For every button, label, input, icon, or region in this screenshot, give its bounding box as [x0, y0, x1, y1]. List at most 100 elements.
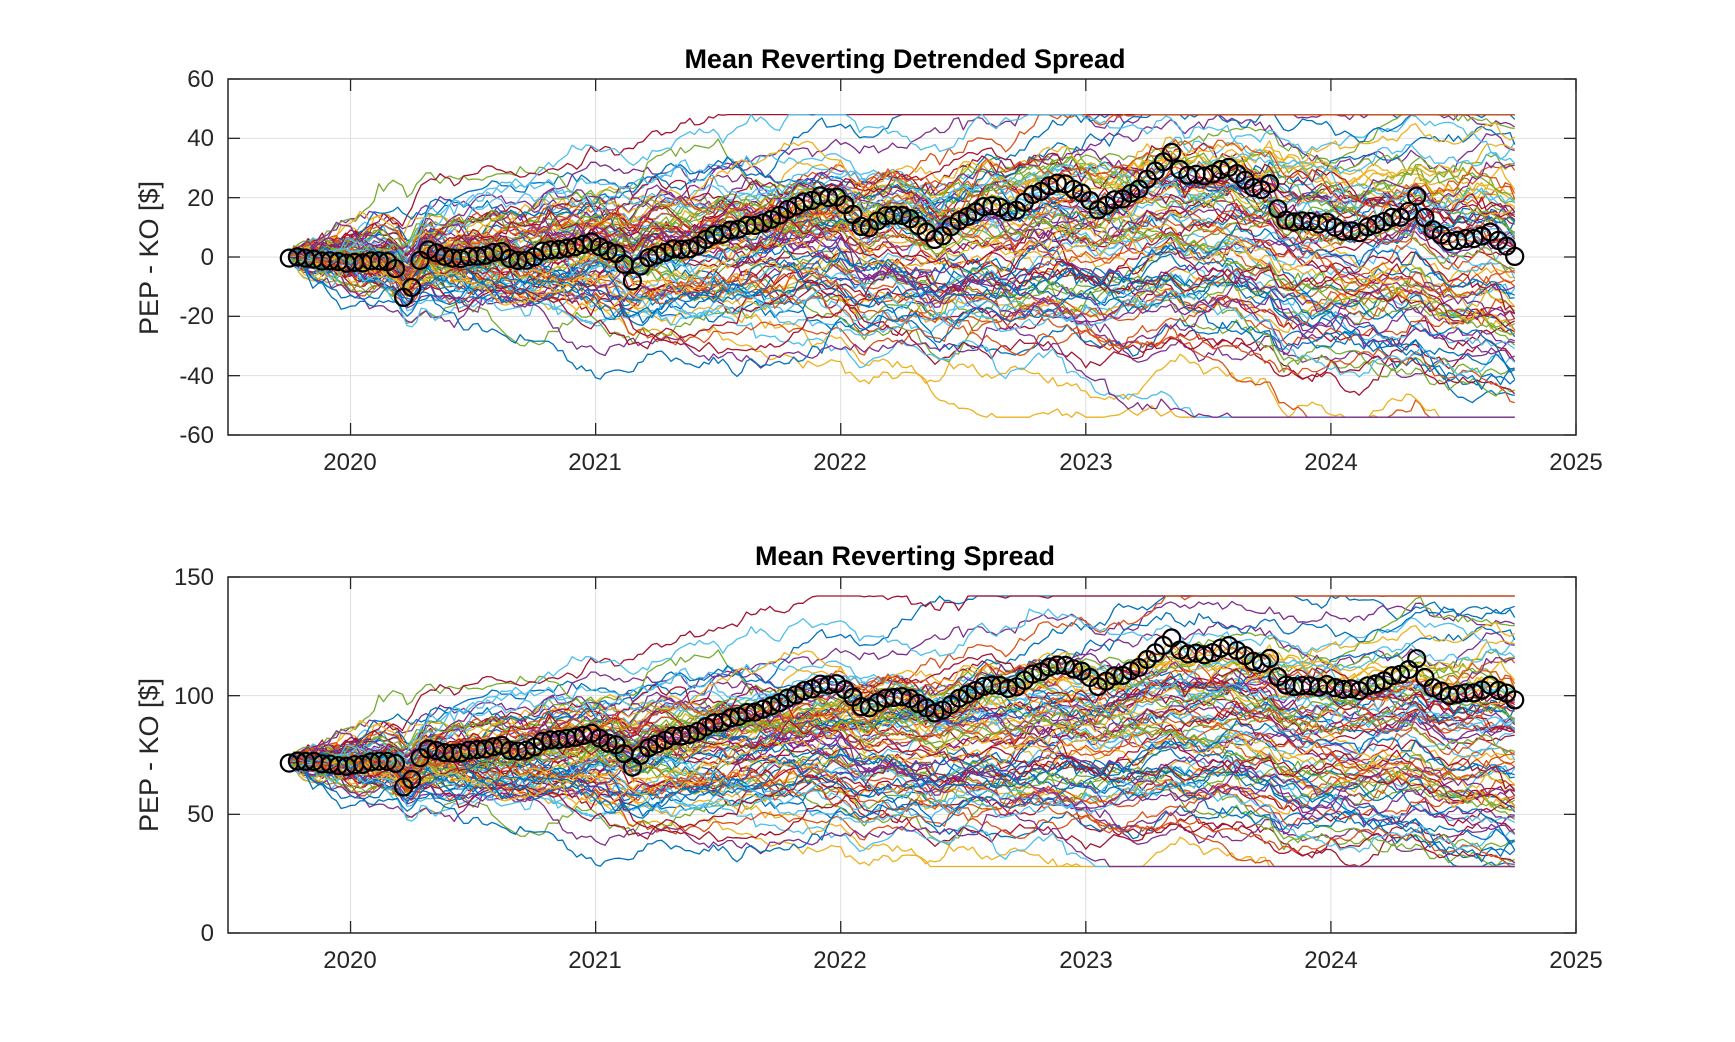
tick-marks	[228, 576, 1577, 934]
observed-point	[794, 681, 814, 701]
simulated-path	[289, 702, 1516, 808]
y-tick-label: 50	[187, 801, 214, 828]
observed-point	[745, 702, 765, 722]
observed-point	[818, 188, 839, 208]
simulated-path	[289, 605, 1515, 768]
simulated-path	[289, 761, 1516, 867]
observed-point	[418, 240, 438, 260]
axes-frame	[227, 576, 1577, 934]
x-tick-labels: 2020 2021 2022 2023 2024 2025	[323, 449, 1602, 476]
simulated-path	[289, 701, 1515, 766]
observed-point	[516, 740, 536, 760]
observed-point	[516, 250, 536, 270]
chart-title: Mean Reverting Detrended Spread	[684, 44, 1125, 74]
x-tick-labels: 2020 2021 2022 2023 2024 2025	[323, 947, 1602, 974]
y-tick-labels: 150 100 50 0	[174, 564, 214, 947]
observed-point	[1464, 683, 1484, 703]
observed-point	[1505, 246, 1525, 266]
tick-marks	[228, 78, 1577, 436]
simulated-path	[289, 728, 1515, 840]
simulated-path	[288, 138, 1515, 258]
observed-point	[892, 205, 912, 226]
simulated-path	[289, 738, 1516, 821]
simulated-path	[289, 234, 1516, 378]
x-tick-label: 2022	[813, 947, 866, 974]
simulated-path	[289, 244, 1516, 346]
observed-point	[925, 703, 945, 723]
simulated-path	[288, 745, 1515, 868]
simulated-path	[289, 113, 1515, 264]
observed-point	[1382, 666, 1402, 686]
simulated-path	[288, 224, 1515, 318]
chart-title: Mean Reverting Spread	[755, 541, 1055, 571]
simulated-path	[288, 239, 1515, 404]
observed-point	[745, 215, 765, 236]
y-tick-labels: 60 40 20 0 -20 -40 -60	[179, 66, 214, 449]
observed-point	[1055, 655, 1076, 675]
observed-point	[598, 241, 618, 261]
simulated-path	[288, 144, 1516, 271]
observed-point	[1104, 190, 1125, 210]
simulated-path	[288, 719, 1515, 811]
observed-point	[402, 277, 422, 298]
subplot-detrended: Mean Reverting Detrended Spread PEP - KO…	[134, 44, 1603, 476]
observed-point	[1407, 186, 1427, 206]
observed-point	[369, 251, 389, 271]
observed-point	[1382, 207, 1402, 227]
simulated-path	[289, 241, 1515, 370]
observed-point	[1366, 674, 1386, 694]
observed-point	[892, 687, 912, 707]
simulated-path	[288, 673, 1516, 767]
observed-point	[647, 245, 667, 265]
observed-point	[1464, 229, 1484, 249]
simulated-path	[288, 166, 1515, 270]
x-tick-label: 2024	[1304, 449, 1357, 476]
observed-point	[753, 699, 773, 719]
simulated-path	[289, 256, 1516, 380]
observed-point	[1047, 173, 1067, 193]
simulated-path	[289, 113, 1516, 262]
observed-point	[1063, 659, 1084, 679]
simulated-path	[288, 234, 1515, 397]
observed-point	[1398, 201, 1419, 221]
simulated-path	[289, 148, 1515, 259]
simulated-path	[289, 699, 1516, 783]
observed-point	[385, 753, 406, 774]
y-tick-label: -40	[179, 363, 214, 390]
observed-point	[998, 678, 1018, 699]
y-tick-label: 40	[187, 125, 214, 152]
observed-point	[377, 751, 397, 771]
observed-point	[1161, 142, 1182, 162]
observed-point	[777, 199, 798, 219]
simulated-path	[289, 196, 1515, 280]
simulated-paths	[288, 595, 1516, 868]
observed-point	[1023, 184, 1043, 205]
x-tick-label: 2020	[323, 449, 376, 476]
y-axis-label: PEP - KO [$]	[134, 181, 164, 335]
simulated-path	[288, 737, 1516, 864]
observed-point	[1488, 680, 1509, 701]
observed-markers	[279, 142, 1525, 307]
observed-point	[483, 242, 504, 263]
observed-point	[1423, 678, 1443, 698]
observed-point	[761, 696, 781, 716]
observed-point	[1259, 174, 1280, 194]
simulated-path	[288, 694, 1516, 787]
observed-point	[598, 733, 618, 753]
x-tick-label: 2025	[1549, 947, 1602, 974]
observed-point	[1023, 664, 1043, 684]
y-tick-label: 60	[187, 66, 214, 93]
observed-point	[1259, 648, 1280, 669]
simulated-path	[289, 218, 1515, 328]
simulated-path	[289, 113, 1515, 260]
y-tick-label: 100	[174, 683, 214, 710]
x-tick-label: 2022	[813, 449, 866, 476]
observed-point	[777, 688, 798, 708]
y-tick-label: -60	[179, 422, 214, 449]
observed-point	[1121, 661, 1141, 681]
y-tick-label: 0	[201, 244, 214, 271]
observed-point	[982, 196, 1002, 216]
x-tick-label: 2020	[323, 947, 376, 974]
y-tick-label: 150	[174, 564, 214, 591]
